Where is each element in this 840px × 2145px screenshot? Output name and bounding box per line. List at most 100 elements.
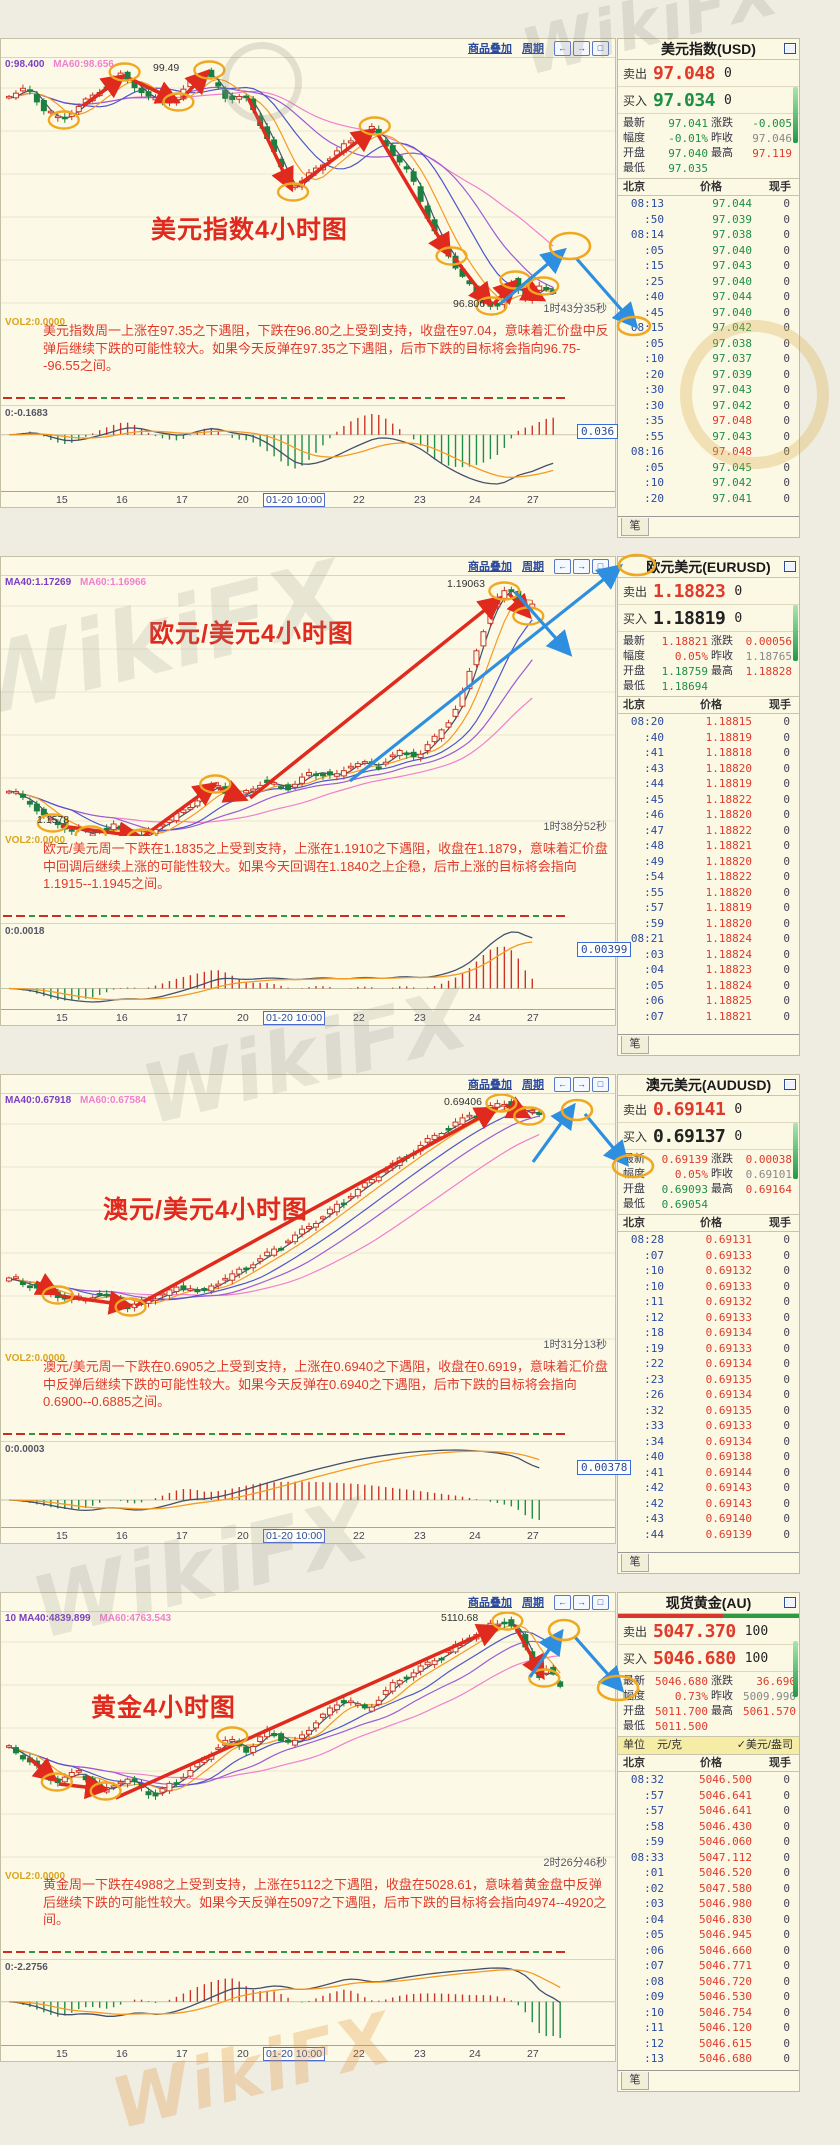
tick-row: :18 0.69134 0 (644, 1326, 790, 1339)
candlestick-pane: 10 MA40:4839.899 MA60:4763.543 黄金4小时图 51… (1, 1611, 615, 1872)
chart-title: 欧元/美元4小时图 (149, 620, 354, 648)
scrollbar-thumb[interactable] (793, 87, 798, 143)
tab-ticks[interactable]: 笔 (621, 2072, 649, 2090)
stat-label: 最新 (623, 1153, 645, 1165)
chart-area: 商品叠加 周期 ← → □ 10 MA40:4839.899 MA60:4763… (0, 1592, 616, 2062)
maximize-icon[interactable] (784, 1597, 796, 1608)
overlay-link[interactable]: 商品叠加 (468, 561, 512, 573)
chart-title: 美元指数4小时图 (151, 216, 348, 244)
maximize-icon[interactable] (784, 1079, 796, 1090)
window-button[interactable]: □ (592, 1594, 609, 1610)
stat-value: 5009.990 (743, 1690, 796, 1703)
stat-value: 0.05% (674, 650, 708, 663)
stat-value: 1.18828 (745, 665, 792, 678)
tick-row: :41 0.69144 0 (644, 1465, 790, 1479)
buy-price[interactable]: 97.034 (653, 89, 716, 111)
sell-price[interactable]: 97.048 (653, 62, 716, 84)
sell-qty: 0 (724, 65, 732, 81)
tab-ticks[interactable]: 笔 (621, 518, 649, 536)
next-arrow-button[interactable]: → (573, 1594, 590, 1610)
tick-list-header: 北京 价格 现手 (618, 697, 799, 714)
stat-value: 97.040 (668, 147, 708, 160)
prev-arrow-button[interactable]: ← (554, 1594, 571, 1610)
ma40-label: 10 MA40:4839.899 (5, 1613, 91, 1624)
scrollbar-thumb[interactable] (793, 1641, 798, 1697)
scrollbar-thumb[interactable] (793, 1123, 798, 1179)
sell-row: 卖出 1.18823 0 (618, 578, 799, 605)
stat-value: 97.119 (752, 147, 792, 160)
prev-arrow-button[interactable]: ← (554, 558, 571, 574)
tick-row: :44 0.69139 0 (644, 1527, 790, 1541)
tick-row: 08:28 0.69131 0 (630, 1233, 790, 1246)
tick-row: :57 5046.641 0 (644, 1804, 790, 1817)
tab-ticks[interactable]: 笔 (621, 1554, 649, 1572)
instrument-name: 美元指数(USD) (661, 41, 756, 57)
stat-label: 幅度 (623, 1690, 645, 1702)
stat-value (743, 161, 795, 176)
tick-row: 08:32 5046.500 0 (630, 1773, 790, 1786)
stat-label: 最低 (623, 680, 645, 692)
period-link[interactable]: 周期 (522, 561, 544, 573)
peak-price-label: 99.49 (153, 62, 180, 74)
buy-price[interactable]: 0.69137 (653, 1125, 726, 1147)
maximize-icon[interactable] (784, 43, 796, 54)
sell-price[interactable]: 0.69141 (653, 1098, 726, 1120)
tick-row: :05 5046.945 0 (644, 1928, 790, 1941)
next-arrow-button[interactable]: → (573, 558, 590, 574)
period-link[interactable]: 周期 (522, 1079, 544, 1091)
overlay-link[interactable]: 商品叠加 (468, 1079, 512, 1091)
window-button[interactable]: □ (592, 558, 609, 574)
stat-label: 最低 (623, 162, 645, 174)
window-button[interactable]: □ (592, 1076, 609, 1092)
axis-tick: 23 (414, 1530, 426, 1542)
overlay-link[interactable]: 商品叠加 (468, 43, 512, 55)
buy-price[interactable]: 1.18819 (653, 607, 726, 629)
next-arrow-button[interactable]: → (573, 40, 590, 56)
tick-list: 08:32 5046.500 0:57 5046.641 0:57 5046.641 0:5… (618, 1772, 799, 2067)
macd-indicator-label: 0:-2.2756 (5, 1962, 48, 1973)
stat-value: 0.69164 (745, 1183, 792, 1196)
tick-row: :10 97.037 0 (644, 352, 790, 365)
tick-row: :30 97.043 0 (644, 383, 790, 396)
tick-row: 08:14 97.038 0 (630, 228, 790, 241)
sell-price[interactable]: 5047.370 (653, 1620, 736, 1642)
unit-row: 单位 元/克 ✓美元/盎司 (618, 1737, 799, 1755)
ma-labels: MA40:0.67918 MA60:0.67584 (5, 1095, 146, 1106)
stat-label: 开盘 (623, 147, 645, 159)
peak-price-label: 5110.68 (441, 1612, 479, 1624)
prev-arrow-button[interactable]: ← (554, 40, 571, 56)
prev-arrow-button[interactable]: ← (554, 1076, 571, 1092)
window-button[interactable]: □ (592, 40, 609, 56)
tick-row: :10 97.042 0 (644, 476, 790, 489)
axis-tick: 16 (116, 1012, 128, 1024)
buy-price[interactable]: 5046.680 (653, 1647, 736, 1669)
date-label: 01-20 10:00 (263, 1011, 326, 1025)
scrollbar-thumb[interactable] (793, 605, 798, 661)
unit-ounce-option[interactable]: ✓美元/盎司 (736, 1739, 793, 1751)
quote-stats: 最新 1.18821 涨跌 0.00056 幅度 0.05% 昨收 1.18765 开盘 1.18… (618, 632, 799, 697)
next-arrow-button[interactable]: → (573, 1076, 590, 1092)
tick-row: :22 0.69134 0 (644, 1357, 790, 1370)
tick-row: :06 1.18825 0 (644, 994, 790, 1007)
unit-gram-option[interactable]: 元/克 (657, 1739, 683, 1751)
period-link[interactable]: 周期 (522, 43, 544, 55)
tick-row: :43 0.69140 0 (644, 1512, 790, 1525)
overlay-link[interactable]: 商品叠加 (468, 1597, 512, 1609)
analysis-text: 欧元/美元周一下跌在1.1835之上受到支持，上涨在1.1910之下遇阻，收盘在… (43, 841, 608, 891)
stat-label: 最低 (623, 1198, 645, 1210)
chart-toolbar: 商品叠加 周期 ← → □ (468, 40, 609, 56)
axis-tick: 16 (116, 2048, 128, 2060)
maximize-icon[interactable] (784, 561, 796, 572)
tab-ticks[interactable]: 笔 (621, 1036, 649, 1054)
period-link[interactable]: 周期 (522, 1597, 544, 1609)
instrument-name: 欧元美元(EURUSD) (646, 559, 771, 575)
tick-row: :20 97.041 0 (644, 491, 790, 505)
analysis-text: 美元指数周一上涨在97.35之下遇阻，下跌在96.80之上受到支持，收盘在97.… (43, 323, 609, 373)
buy-sell-strength-bar (618, 1614, 799, 1618)
stat-value: 5046.680 (655, 1675, 708, 1688)
macd-value-box: 0.00378 (577, 1460, 632, 1475)
toolbar-buttons: ← → □ (554, 1594, 609, 1610)
axis-tick: 24 (469, 1012, 481, 1024)
time-axis: 15 16 17 20 01-20 10:00 22 23 24 27 (1, 2045, 615, 2063)
sell-price[interactable]: 1.18823 (653, 580, 726, 602)
